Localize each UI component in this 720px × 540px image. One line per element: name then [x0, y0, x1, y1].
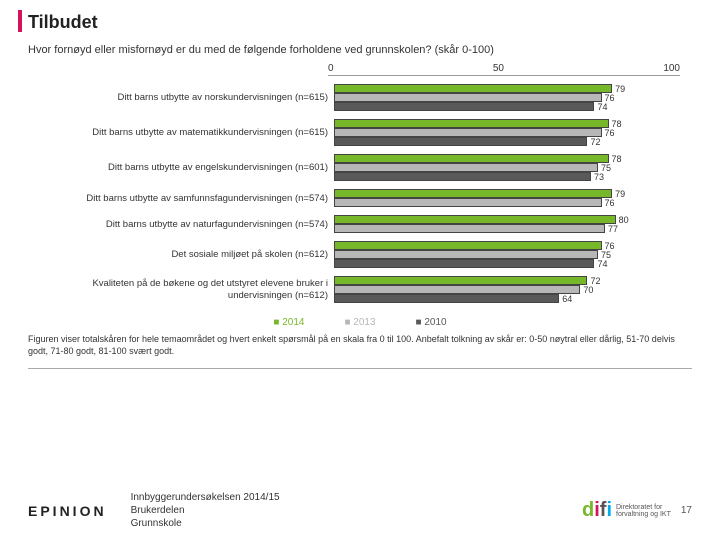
legend-2013: 2013	[344, 317, 375, 328]
bar-group: 787573	[334, 154, 686, 181]
bar	[334, 163, 598, 172]
chart-row: Det sosiale miljøet på skolen (n=612)767…	[28, 241, 692, 268]
difi-logo: difi Direktoratet for forvaltning og IKT	[582, 499, 671, 522]
source-text: Innbyggerundersøkelsen 2014/15 Brukerdel…	[131, 491, 280, 530]
row-label: Det sosiale miljøet på skolen (n=612)	[28, 249, 334, 260]
row-label: Ditt barns utbytte av matematikkundervis…	[28, 127, 334, 138]
legend: 2014 2013 2010	[28, 317, 692, 328]
chart-row: Ditt barns utbytte av matematikkundervis…	[28, 119, 692, 146]
chart-row: Ditt barns utbytte av samfunnsfagundervi…	[28, 189, 692, 207]
page-number: 17	[681, 505, 692, 516]
page-title: Tilbudet	[28, 12, 692, 33]
axis-tick: 100	[663, 63, 680, 74]
bar-value: 78	[612, 154, 622, 164]
bar	[334, 259, 594, 268]
bar	[334, 215, 616, 224]
chart-row: Ditt barns utbytte av engelskundervisnin…	[28, 154, 692, 181]
legend-2010: 2010	[416, 317, 447, 328]
axis-tick: 50	[493, 63, 504, 74]
subtitle: Hvor fornøyd eller misfornøyd er du med …	[28, 43, 508, 57]
bar	[334, 154, 609, 163]
x-axis: 0 50 100	[328, 63, 680, 76]
bar-group: 797674	[334, 84, 686, 111]
accent-bar	[18, 10, 22, 32]
bar-group: 8077	[334, 215, 686, 233]
bar-group: 7976	[334, 189, 686, 207]
bar-value: 79	[615, 189, 625, 199]
row-label: Ditt barns utbytte av engelskundervisnin…	[28, 162, 334, 173]
bar-value: 74	[597, 259, 607, 269]
row-label: Ditt barns utbytte av norskundervisninge…	[28, 92, 334, 103]
bar-value: 77	[608, 224, 618, 234]
footnote: Figuren viser totalskåren for hele temao…	[28, 334, 692, 357]
bar	[334, 102, 594, 111]
legend-2014: 2014	[273, 317, 304, 328]
bar	[334, 93, 602, 102]
divider	[28, 368, 692, 369]
bar-value: 80	[619, 215, 629, 225]
bar	[334, 294, 559, 303]
bar	[334, 198, 602, 207]
footer: EPINION Innbyggerundersøkelsen 2014/15 B…	[0, 491, 720, 530]
row-label: Ditt barns utbytte av samfunnsfagundervi…	[28, 193, 334, 204]
bar-group: 727064	[334, 276, 686, 303]
axis-tick: 0	[328, 63, 334, 74]
page: Tilbudet Hvor fornøyd eller misfornøyd e…	[0, 0, 720, 369]
bar-group: 767574	[334, 241, 686, 268]
row-label: Ditt barns utbytte av naturfagundervisni…	[28, 219, 334, 230]
bar	[334, 241, 602, 250]
bar	[334, 276, 587, 285]
bar-value: 76	[605, 128, 615, 138]
bar-group: 787672	[334, 119, 686, 146]
chart: 0 50 100 Ditt barns utbytte av norskunde…	[28, 63, 692, 303]
bar	[334, 189, 612, 198]
bar-value: 72	[590, 137, 600, 147]
bar	[334, 119, 609, 128]
bar	[334, 172, 591, 181]
chart-row: Kvaliteten på de bøkene og det utstyret …	[28, 276, 692, 303]
chart-row: Ditt barns utbytte av naturfagundervisni…	[28, 215, 692, 233]
bar-value: 64	[562, 294, 572, 304]
bar	[334, 224, 605, 233]
bar	[334, 285, 580, 294]
row-label: Kvaliteten på de bøkene og det utstyret …	[28, 278, 334, 301]
chart-row: Ditt barns utbytte av norskundervisninge…	[28, 84, 692, 111]
epinion-logo: EPINION	[28, 503, 107, 519]
bar-value: 70	[583, 285, 593, 295]
bar-value: 74	[597, 102, 607, 112]
bar-value: 79	[615, 84, 625, 94]
bar	[334, 128, 602, 137]
bar	[334, 250, 598, 259]
bar	[334, 84, 612, 93]
bar-value: 76	[605, 198, 615, 208]
bar-value: 73	[594, 172, 604, 182]
bar	[334, 137, 587, 146]
